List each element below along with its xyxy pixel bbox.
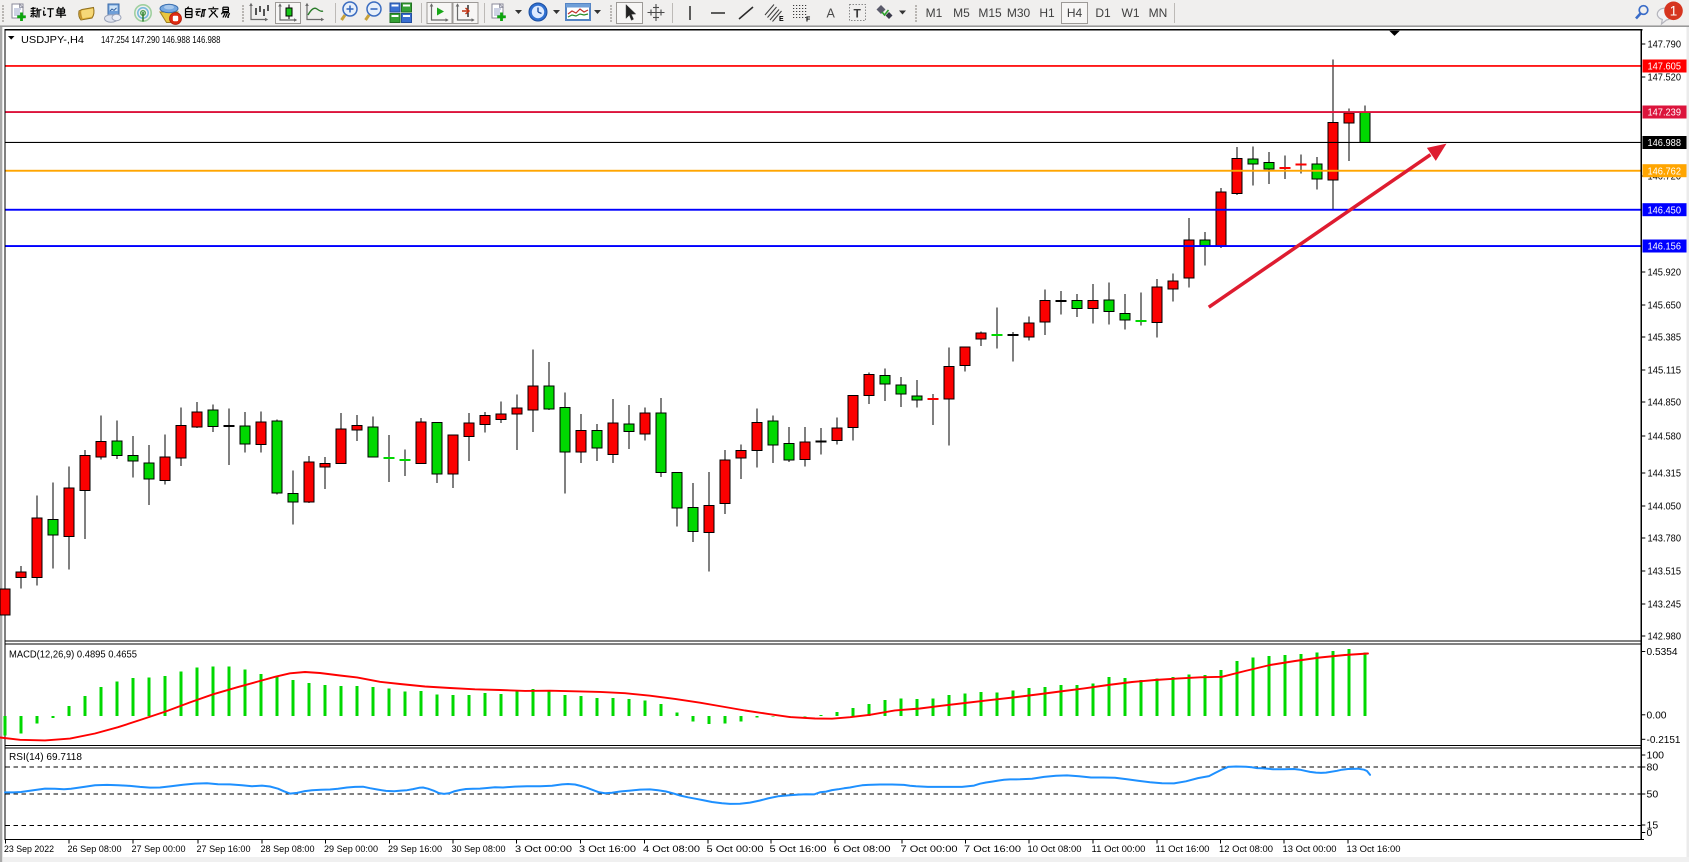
svg-text:13 Oct 16:00: 13 Oct 16:00 — [1347, 844, 1401, 855]
svg-text:MN: MN — [1149, 6, 1168, 20]
svg-text:143.245: 143.245 — [1648, 599, 1682, 611]
svg-text:147.254 147.290 146.988 146.98: 147.254 147.290 146.988 146.988 — [101, 34, 221, 46]
svg-text:5 Oct 00:00: 5 Oct 00:00 — [707, 844, 764, 855]
svg-text:146.450: 146.450 — [1648, 204, 1682, 216]
svg-text:F: F — [806, 17, 811, 24]
svg-text:146.156: 146.156 — [1648, 241, 1682, 253]
svg-text:147.605: 147.605 — [1648, 61, 1682, 73]
svg-text:80: 80 — [1647, 762, 1659, 774]
svg-text:5 Oct 16:00: 5 Oct 16:00 — [770, 844, 827, 855]
svg-text:6 Oct 08:00: 6 Oct 08:00 — [834, 844, 891, 855]
svg-text:H4: H4 — [1067, 6, 1083, 20]
svg-text:0.5354: 0.5354 — [1647, 646, 1678, 658]
svg-text:10 Oct 08:00: 10 Oct 08:00 — [1028, 844, 1082, 855]
svg-text:7 Oct 16:00: 7 Oct 16:00 — [964, 844, 1021, 855]
svg-text:7 Oct 00:00: 7 Oct 00:00 — [901, 844, 958, 855]
svg-text:145.920: 145.920 — [1648, 267, 1682, 279]
svg-text:12 Oct 08:00: 12 Oct 08:00 — [1219, 844, 1273, 855]
svg-text:0: 0 — [1647, 827, 1653, 839]
svg-text:144.050: 144.050 — [1648, 501, 1682, 513]
svg-text:0.00: 0.00 — [1647, 709, 1667, 721]
svg-text:27 Sep 16:00: 27 Sep 16:00 — [197, 844, 251, 855]
svg-text:146.988: 146.988 — [1648, 137, 1682, 149]
svg-text:146.762: 146.762 — [1648, 165, 1682, 177]
svg-text:144.315: 144.315 — [1648, 468, 1682, 480]
svg-text:3 Oct 00:00: 3 Oct 00:00 — [515, 844, 572, 855]
svg-text:M5: M5 — [953, 6, 970, 20]
svg-text:147.239: 147.239 — [1648, 107, 1682, 119]
svg-text:A: A — [827, 7, 836, 21]
svg-text:143.515: 143.515 — [1648, 566, 1682, 578]
svg-text:M30: M30 — [1007, 6, 1031, 20]
svg-text:145.385: 145.385 — [1648, 332, 1682, 344]
svg-text:MACD(12,26,9) 0.4895 0.4655: MACD(12,26,9) 0.4895 0.4655 — [9, 649, 137, 661]
svg-text:W1: W1 — [1122, 6, 1140, 20]
svg-text:M1: M1 — [926, 6, 943, 20]
svg-text:1: 1 — [1670, 3, 1678, 18]
svg-text:23 Sep 2022: 23 Sep 2022 — [4, 844, 54, 855]
svg-text:29 Sep 00:00: 29 Sep 00:00 — [324, 844, 378, 855]
svg-text:147.520: 147.520 — [1648, 72, 1682, 84]
svg-text:144.850: 144.850 — [1648, 397, 1682, 409]
svg-text:H1: H1 — [1039, 6, 1055, 20]
svg-text:30 Sep 08:00: 30 Sep 08:00 — [452, 844, 506, 855]
svg-text:143.780: 143.780 — [1648, 533, 1682, 545]
svg-text:3 Oct 16:00: 3 Oct 16:00 — [579, 844, 636, 855]
svg-text:RSI(14) 69.7118: RSI(14) 69.7118 — [9, 751, 82, 763]
svg-text:11 Oct 16:00: 11 Oct 16:00 — [1156, 844, 1210, 855]
svg-text:26 Sep 08:00: 26 Sep 08:00 — [68, 844, 122, 855]
svg-text:M15: M15 — [978, 6, 1002, 20]
svg-text:100: 100 — [1647, 750, 1665, 762]
svg-text:13 Oct 00:00: 13 Oct 00:00 — [1283, 844, 1337, 855]
svg-text:27 Sep 00:00: 27 Sep 00:00 — [132, 844, 186, 855]
svg-text:USDJPY-,H4: USDJPY-,H4 — [21, 34, 84, 46]
svg-text:28 Sep 08:00: 28 Sep 08:00 — [261, 844, 315, 855]
svg-text:29 Sep 16:00: 29 Sep 16:00 — [388, 844, 442, 855]
svg-text:-0.2151: -0.2151 — [1647, 734, 1681, 746]
svg-text:11 Oct 00:00: 11 Oct 00:00 — [1092, 844, 1146, 855]
svg-text:E: E — [779, 16, 784, 23]
svg-text:50: 50 — [1647, 789, 1659, 801]
svg-text:15: 15 — [1647, 820, 1659, 832]
svg-text:145.650: 145.650 — [1648, 300, 1682, 312]
svg-text:142.980: 142.980 — [1648, 631, 1682, 643]
svg-text:147.790: 147.790 — [1648, 39, 1682, 51]
svg-text:144.580: 144.580 — [1648, 431, 1682, 443]
svg-text:4 Oct 08:00: 4 Oct 08:00 — [643, 844, 700, 855]
svg-text:145.115: 145.115 — [1648, 365, 1682, 377]
svg-text:D1: D1 — [1095, 6, 1111, 20]
svg-text:T: T — [854, 7, 862, 21]
